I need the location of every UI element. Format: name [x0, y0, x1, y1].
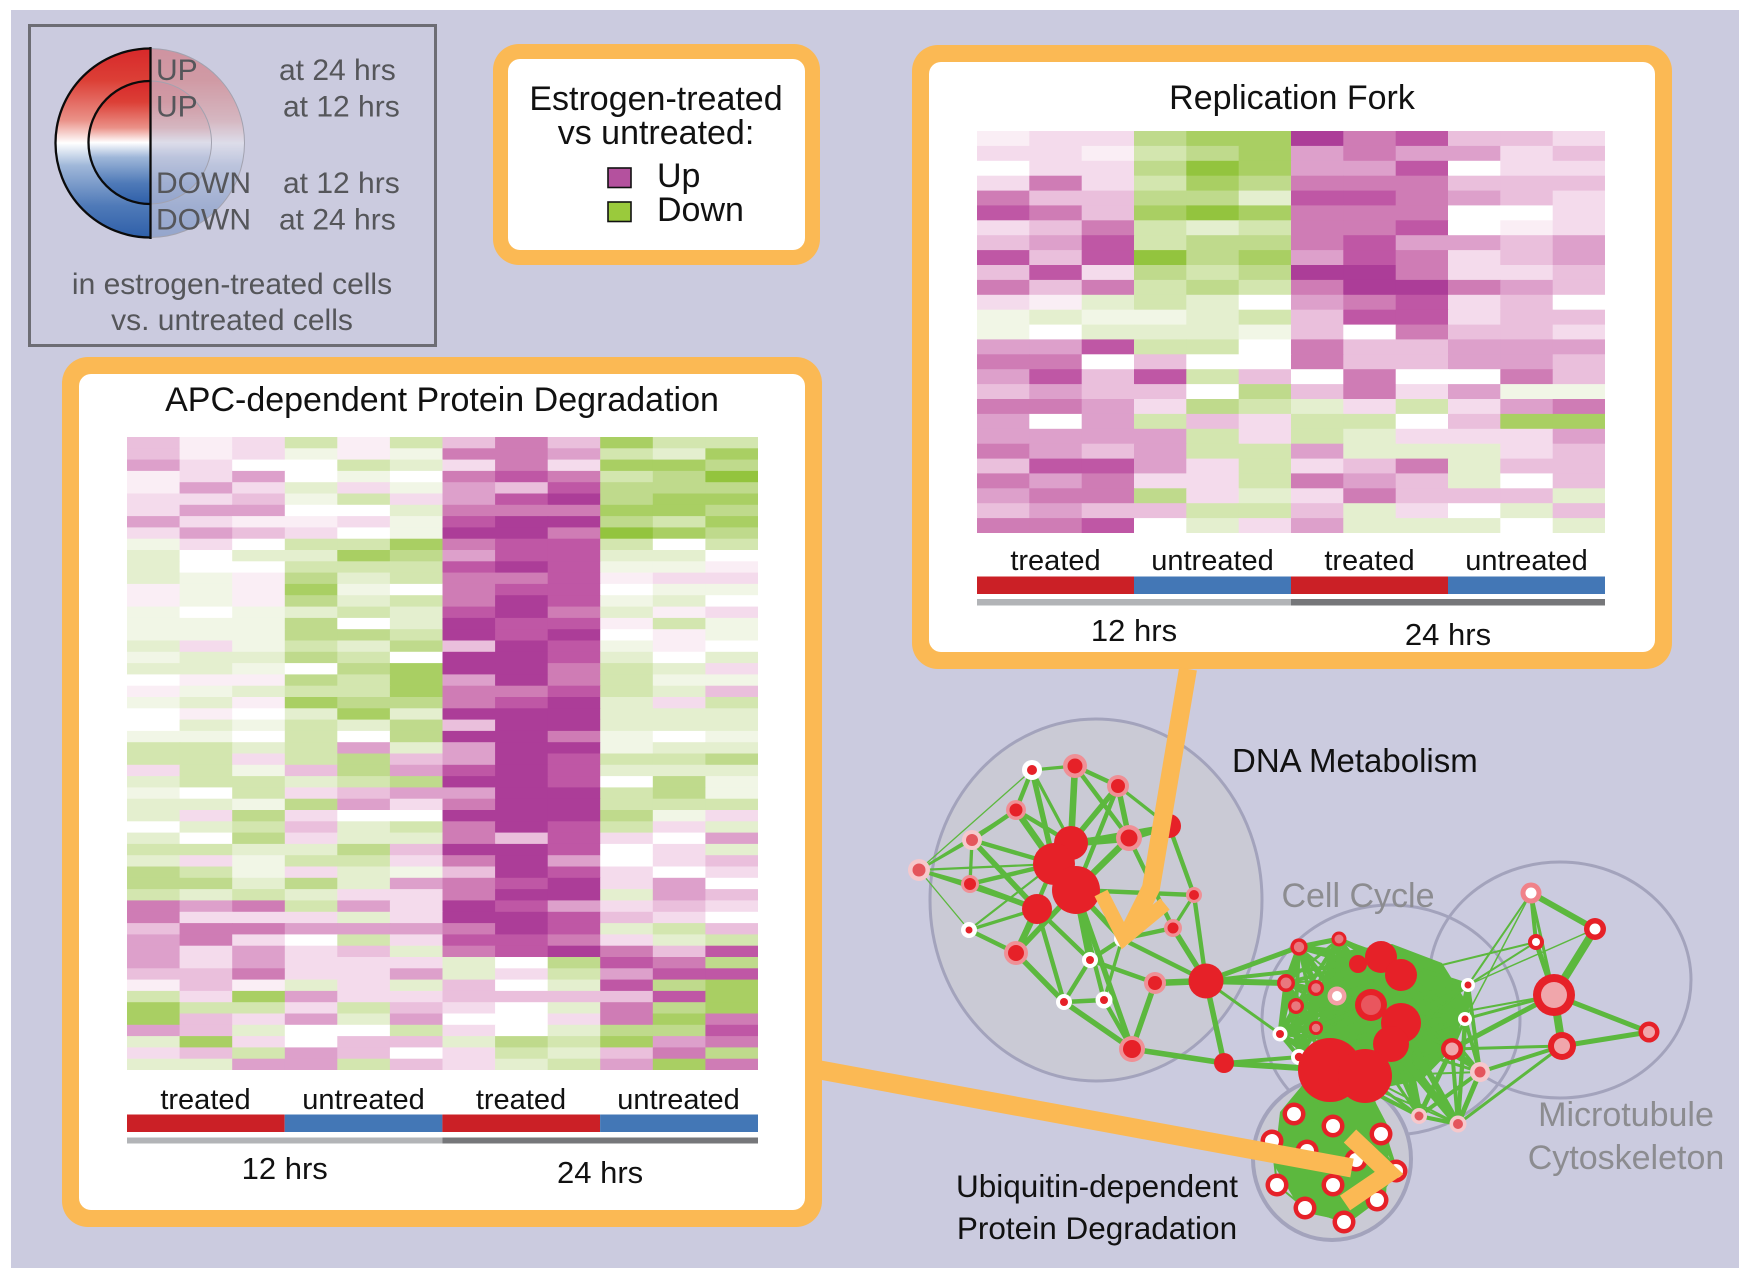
svg-text:untreated: untreated — [1465, 545, 1588, 577]
svg-text:Ubiquitin-dependent: Ubiquitin-dependent — [956, 1168, 1238, 1204]
svg-text:Cell Cycle: Cell Cycle — [1281, 877, 1434, 915]
svg-text:24 hrs: 24 hrs — [557, 1155, 643, 1190]
svg-text:Down: Down — [657, 191, 744, 229]
svg-text:treated: treated — [1324, 545, 1414, 577]
svg-text:UP: UP — [156, 91, 198, 124]
svg-text:Replication Fork: Replication Fork — [1169, 79, 1416, 117]
svg-text:DOWN: DOWN — [156, 204, 251, 237]
svg-text:untreated: untreated — [302, 1084, 425, 1116]
svg-text:Estrogen-treated: Estrogen-treated — [529, 80, 782, 118]
svg-text:in estrogen-treated cells: in estrogen-treated cells — [72, 268, 392, 301]
svg-text:at 24 hrs: at 24 hrs — [279, 54, 396, 87]
svg-text:24 hrs: 24 hrs — [1405, 617, 1491, 652]
svg-text:vs. untreated cells: vs. untreated cells — [111, 304, 353, 337]
svg-text:treated: treated — [1010, 545, 1100, 577]
svg-text:treated: treated — [160, 1084, 250, 1116]
svg-text:Protein Degradation: Protein Degradation — [957, 1210, 1237, 1246]
svg-text:at 12 hrs: at 12 hrs — [283, 167, 400, 200]
svg-text:treated: treated — [476, 1084, 566, 1116]
svg-text:APC-dependent Protein Degradat: APC-dependent Protein Degradation — [165, 381, 719, 419]
svg-text:untreated: untreated — [1151, 545, 1274, 577]
svg-text:Cytoskeleton: Cytoskeleton — [1528, 1139, 1725, 1177]
svg-text:UP: UP — [156, 54, 198, 87]
svg-text:at 24 hrs: at 24 hrs — [279, 204, 396, 237]
svg-text:DOWN: DOWN — [156, 167, 251, 200]
svg-text:Microtubule: Microtubule — [1538, 1096, 1714, 1134]
svg-text:untreated: untreated — [617, 1084, 740, 1116]
svg-text:Up: Up — [657, 157, 700, 195]
svg-text:at 12 hrs: at 12 hrs — [283, 91, 400, 124]
svg-text:12 hrs: 12 hrs — [1091, 613, 1177, 648]
svg-text:12 hrs: 12 hrs — [242, 1151, 328, 1186]
svg-text:vs untreated:: vs untreated: — [558, 114, 755, 152]
svg-text:DNA Metabolism: DNA Metabolism — [1232, 742, 1478, 779]
